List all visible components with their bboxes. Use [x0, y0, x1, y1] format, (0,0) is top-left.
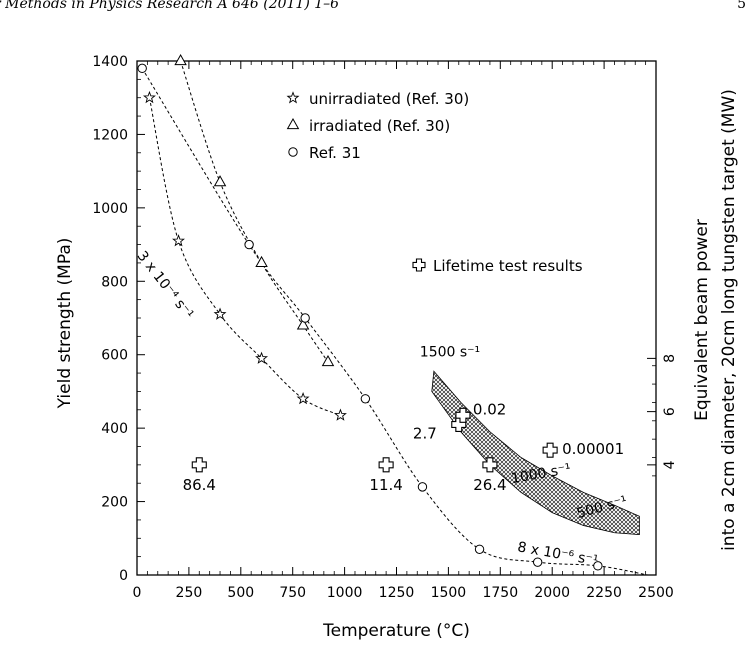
y2-axis-title-line1: Equivalent beam power [692, 219, 712, 421]
legend-cross-icon [412, 258, 426, 272]
y-tick-label: 200 [101, 495, 128, 511]
triangle-marker [296, 318, 310, 330]
cross-marker [378, 457, 394, 473]
circle-marker [532, 557, 543, 567]
circle-marker [474, 544, 485, 554]
x-tick-label: 1000 [327, 585, 363, 601]
x-tick-label: 250 [176, 585, 203, 601]
cross-marker [455, 407, 471, 423]
x-tick-label: 500 [227, 585, 254, 601]
star-marker [143, 90, 156, 104]
legend-circle-icon [288, 147, 298, 157]
x-tick-label: 750 [279, 585, 306, 601]
star-marker [172, 234, 185, 247]
y-tick-label: 1200 [92, 127, 128, 143]
strain-rate-annotation: 8 x 10⁻⁶ s⁻¹ [516, 539, 599, 569]
journal-citation: r Methods in Physics Research A 646 (201… [0, 0, 340, 12]
x-tick-label: 2250 [586, 585, 622, 601]
circle-marker [137, 63, 147, 74]
y2-tick-label: 6 [662, 407, 678, 416]
x-tick-label: 1750 [482, 585, 518, 601]
circle-marker [300, 313, 310, 323]
cross-marker [482, 457, 498, 473]
cross-marker [542, 442, 558, 458]
legend-star-icon [286, 91, 300, 104]
legend-label: unirradiated (Ref. 30) [309, 90, 469, 108]
circle-marker [417, 482, 428, 492]
strain-rate-band [431, 370, 640, 536]
star-marker [213, 307, 227, 320]
triangle-marker [213, 175, 227, 187]
y2-tick-label: 4 [662, 460, 678, 469]
y-tick-label: 400 [101, 421, 128, 437]
y-tick-label: 600 [101, 348, 128, 364]
y-tick-label: 0 [119, 568, 128, 584]
strain-rate-annotation: 1500 s⁻¹ [420, 345, 480, 361]
triangle-marker [255, 255, 268, 268]
page-header: r Methods in Physics Research A 646 (201… [0, 0, 748, 20]
y-axis-title: Yield strength (MPa) [55, 238, 75, 410]
star-marker [255, 351, 269, 364]
x-axis-title: Temperature (°C) [322, 621, 470, 641]
star-marker [333, 408, 347, 421]
y-tick-label: 1000 [92, 201, 128, 217]
circle-marker [593, 561, 603, 571]
unirradiated-curve [148, 97, 341, 416]
irradiated-curve [180, 60, 329, 363]
cross-marker [191, 457, 207, 473]
legend-label: Lifetime test results [433, 257, 583, 275]
legend-label: irradiated (Ref. 30) [309, 117, 450, 135]
y2-tick-label: 8 [662, 354, 678, 363]
lifetime-value-label: 86.4 [183, 476, 216, 494]
lifetime-value-label: 0.00001 [562, 440, 624, 458]
x-tick-label: 1250 [379, 585, 415, 601]
legend-triangle-icon [286, 117, 300, 130]
x-tick-label: 2500 [638, 585, 674, 601]
lifetime-value-label: 2.7 [413, 424, 437, 442]
x-tick-label: 0 [133, 585, 142, 601]
triangle-marker [174, 53, 187, 66]
x-tick-label: 2000 [534, 585, 570, 601]
y-tick-label: 800 [101, 274, 128, 290]
data-markers [137, 53, 603, 571]
triangle-marker [321, 355, 335, 367]
axis-ticks [136, 60, 657, 576]
y2-axis-title-line2: into a 2cm diameter, 20cm long tungsten … [719, 89, 739, 551]
circle-marker [244, 239, 254, 250]
page-number: 5 [737, 0, 746, 12]
lifetime-value-label: 11.4 [369, 476, 402, 494]
star-marker [296, 391, 310, 405]
x-tick-label: 1500 [431, 585, 467, 601]
y-tick-label: 1400 [92, 54, 128, 70]
circle-marker [360, 394, 371, 404]
lifetime-value-label: 26.4 [473, 476, 506, 494]
strain-rate-annotation: 3 x 10⁻⁴ s⁻¹ [134, 248, 197, 322]
lifetime-value-label: 0.02 [473, 400, 506, 418]
legend-label: Ref. 31 [309, 144, 361, 162]
hatched-band [431, 370, 640, 536]
